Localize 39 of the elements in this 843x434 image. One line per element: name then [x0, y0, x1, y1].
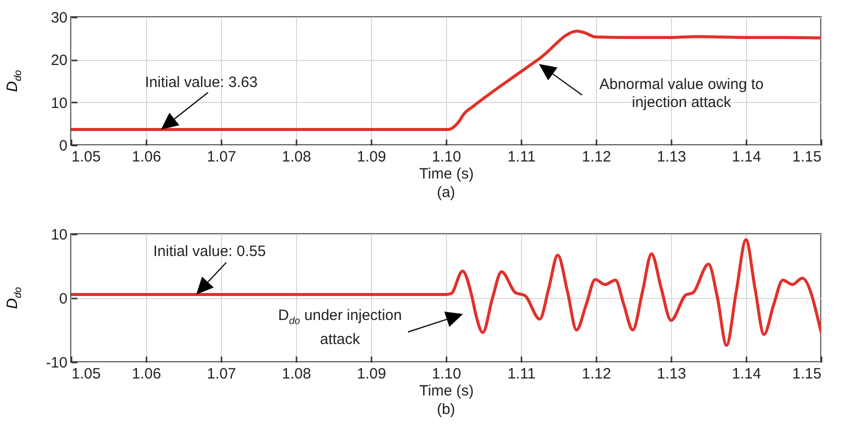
x-tick-label: 1.06	[132, 148, 162, 166]
x-tick-label: 1.14	[732, 148, 762, 166]
text: (b)	[436, 401, 456, 418]
x-axis-title: Time (s)	[419, 382, 474, 400]
x-tick-label: 1.06	[132, 366, 162, 382]
annotation: Initial value: 0.55	[153, 243, 267, 262]
line-series	[71, 238, 821, 347]
y-tick-label: 0	[59, 290, 68, 308]
annotation: Initial value: 3.63	[145, 74, 259, 92]
y-tick-label: 10	[50, 226, 68, 244]
x-tick-label: 1.09	[356, 148, 386, 166]
x-tick-label: 1.13	[656, 366, 686, 382]
x-tick-label: 1.15	[792, 366, 822, 382]
x-tick-label: 1.05	[72, 148, 101, 166]
line-series	[71, 30, 821, 132]
y-tick-label: 30	[50, 10, 68, 26]
x-tick-label: 1.09	[356, 366, 386, 382]
annotation: D$_{do}$ under injection attack	[277, 307, 403, 349]
y-tick-label: 20	[50, 52, 68, 70]
x-tick-label: 1.10	[432, 148, 462, 166]
x-tick-label: 1.05	[72, 366, 101, 382]
x-tick-label: 1.13	[656, 148, 686, 166]
x-tick-label: 1.12	[582, 366, 612, 382]
text: (a)	[436, 184, 456, 201]
annotation: Abnormal value owing to injection attack	[598, 76, 765, 112]
x-tick-label: 1.14	[732, 366, 762, 382]
x-tick-label: 1.07	[206, 366, 236, 382]
y-tick-label: 0	[59, 138, 68, 154]
x-tick-label: 1.08	[282, 366, 312, 382]
x-tick-label: 1.07	[206, 148, 236, 166]
x-tick-label: 1.12	[582, 148, 612, 166]
x-tick-label: 1.15	[792, 148, 822, 166]
y-tick-label: -10	[46, 354, 68, 372]
x-axis-title: Time (s)	[419, 166, 474, 182]
y-tick-label: 10	[50, 94, 68, 112]
x-tick-label: 1.11	[507, 366, 536, 382]
x-tick-label: 1.11	[507, 148, 536, 166]
x-tick-label: 1.10	[432, 366, 462, 382]
x-tick-label: 1.08	[282, 148, 312, 166]
